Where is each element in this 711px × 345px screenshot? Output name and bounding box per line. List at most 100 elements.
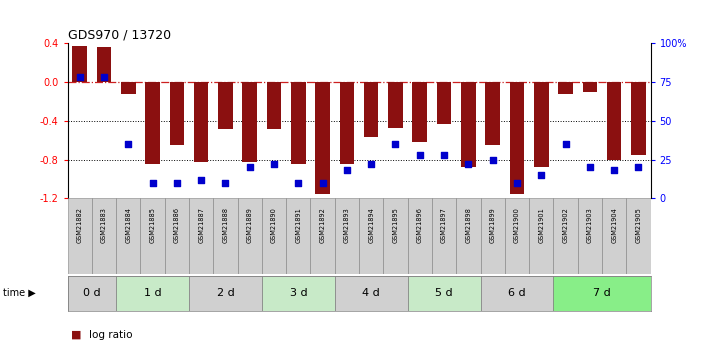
Bar xyxy=(553,198,578,274)
Text: GSM21896: GSM21896 xyxy=(417,207,423,243)
Bar xyxy=(407,198,432,274)
Text: GDS970 / 13720: GDS970 / 13720 xyxy=(68,29,171,42)
Point xyxy=(293,180,304,186)
Bar xyxy=(97,47,111,82)
Bar xyxy=(437,82,451,124)
Text: GSM21889: GSM21889 xyxy=(247,207,252,243)
Text: GSM21894: GSM21894 xyxy=(368,207,374,243)
Point xyxy=(244,165,255,170)
Text: GSM21886: GSM21886 xyxy=(174,207,180,244)
Point xyxy=(439,152,450,158)
Bar xyxy=(335,198,359,274)
Point xyxy=(74,75,85,80)
Bar xyxy=(456,198,481,274)
Text: GSM21895: GSM21895 xyxy=(392,207,398,243)
Text: GSM21902: GSM21902 xyxy=(562,207,569,243)
Bar xyxy=(311,198,335,274)
Point xyxy=(633,165,644,170)
Point xyxy=(463,161,474,167)
Text: GSM21905: GSM21905 xyxy=(636,207,641,243)
Text: 3 d: 3 d xyxy=(289,288,307,298)
Point xyxy=(414,152,425,158)
Bar xyxy=(631,82,646,155)
Bar xyxy=(529,198,553,274)
Bar xyxy=(68,276,116,310)
Text: GSM21899: GSM21899 xyxy=(490,207,496,243)
Bar xyxy=(121,82,136,93)
Point xyxy=(609,168,620,173)
Bar xyxy=(553,276,651,310)
Point xyxy=(560,141,571,147)
Text: 7 d: 7 d xyxy=(593,288,611,298)
Bar xyxy=(505,198,529,274)
Text: 1 d: 1 d xyxy=(144,288,161,298)
Bar xyxy=(388,82,402,128)
Bar xyxy=(340,82,354,165)
Bar xyxy=(316,82,330,194)
Bar xyxy=(237,198,262,274)
Bar xyxy=(359,198,383,274)
Bar xyxy=(116,276,189,310)
Bar xyxy=(116,198,141,274)
Text: GSM21887: GSM21887 xyxy=(198,207,204,244)
Point xyxy=(390,141,401,147)
Bar xyxy=(582,82,597,92)
Point xyxy=(511,180,523,186)
Bar xyxy=(578,198,602,274)
Point xyxy=(122,141,134,147)
Bar xyxy=(607,82,621,159)
Text: GSM21882: GSM21882 xyxy=(77,207,82,244)
Bar xyxy=(291,82,306,165)
Bar xyxy=(432,198,456,274)
Text: 6 d: 6 d xyxy=(508,288,525,298)
Bar xyxy=(510,82,524,194)
Point xyxy=(341,168,353,173)
Text: 2 d: 2 d xyxy=(217,288,235,298)
Bar xyxy=(383,198,407,274)
Bar xyxy=(486,82,500,145)
Text: GSM21888: GSM21888 xyxy=(223,207,228,244)
Text: GSM21885: GSM21885 xyxy=(149,207,156,244)
Bar xyxy=(534,82,549,167)
Bar xyxy=(335,276,407,310)
Text: GSM21901: GSM21901 xyxy=(538,207,544,243)
Bar xyxy=(213,198,237,274)
Bar xyxy=(170,82,184,145)
Text: GSM21898: GSM21898 xyxy=(466,207,471,243)
Text: GSM21883: GSM21883 xyxy=(101,207,107,243)
Bar xyxy=(364,82,378,137)
Text: GSM21903: GSM21903 xyxy=(587,207,593,243)
Bar xyxy=(262,198,286,274)
Text: time ▶: time ▶ xyxy=(3,288,36,298)
Text: 4 d: 4 d xyxy=(363,288,380,298)
Point xyxy=(220,180,231,186)
Text: GSM21884: GSM21884 xyxy=(125,207,132,244)
Bar xyxy=(407,276,481,310)
Bar xyxy=(481,276,553,310)
Text: 0 d: 0 d xyxy=(83,288,101,298)
Bar xyxy=(141,198,165,274)
Bar xyxy=(262,276,335,310)
Text: GSM21897: GSM21897 xyxy=(441,207,447,243)
Text: 5 d: 5 d xyxy=(435,288,453,298)
Text: ■: ■ xyxy=(71,330,82,339)
Bar xyxy=(92,198,116,274)
Text: GSM21900: GSM21900 xyxy=(514,207,520,243)
Bar xyxy=(626,198,651,274)
Bar xyxy=(602,198,626,274)
Point xyxy=(268,161,279,167)
Text: GSM21904: GSM21904 xyxy=(611,207,617,243)
Bar xyxy=(218,82,232,128)
Point xyxy=(317,180,328,186)
Text: GSM21890: GSM21890 xyxy=(271,207,277,243)
Point xyxy=(147,180,159,186)
Bar xyxy=(68,198,92,274)
Point xyxy=(584,165,596,170)
Bar xyxy=(189,276,262,310)
Bar xyxy=(165,198,189,274)
Bar xyxy=(267,82,282,128)
Bar xyxy=(461,82,476,167)
Text: GSM21891: GSM21891 xyxy=(295,207,301,243)
Text: log ratio: log ratio xyxy=(89,330,132,339)
Bar xyxy=(558,82,573,93)
